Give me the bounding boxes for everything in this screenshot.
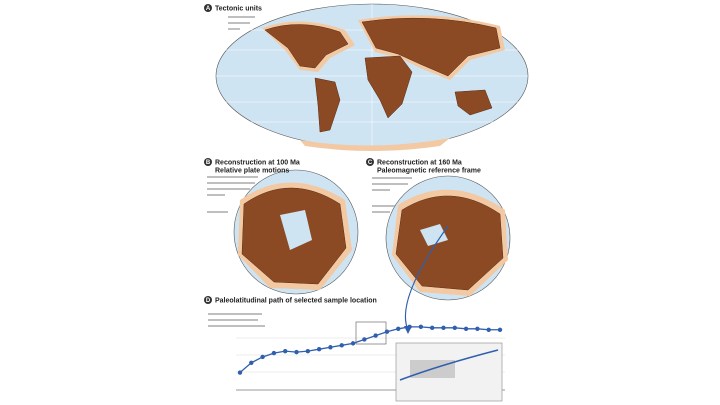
panel-badge xyxy=(204,158,212,166)
data-point xyxy=(271,350,277,356)
panel-title: Paleomagnetic reference frame xyxy=(377,168,481,175)
data-point xyxy=(294,349,299,355)
data-point xyxy=(497,327,503,332)
panel-letter: A xyxy=(206,6,211,12)
panel-title: Reconstruction at 100 Ma xyxy=(215,160,300,167)
data-point xyxy=(418,324,424,330)
small-text xyxy=(207,16,412,327)
panel-letter: C xyxy=(368,160,373,166)
data-point xyxy=(407,324,412,330)
data-point xyxy=(316,347,322,352)
panel-badge xyxy=(204,296,212,304)
data-point xyxy=(463,326,469,331)
panel-title: Paleolatitudinal path of selected sample… xyxy=(215,298,377,305)
panel-badge xyxy=(204,4,212,12)
globe-160ma xyxy=(385,175,511,301)
data-point xyxy=(237,370,243,375)
panel-title: Relative plate motions xyxy=(215,168,289,175)
panel-title: Reconstruction at 160 Ma xyxy=(377,160,462,167)
data-point xyxy=(452,325,457,331)
data-point xyxy=(373,333,378,338)
data-point xyxy=(396,326,401,331)
data-point xyxy=(384,329,390,334)
data-point xyxy=(249,360,254,365)
data-point xyxy=(305,348,311,354)
paleolatitude-chart xyxy=(236,321,505,402)
world-map xyxy=(215,3,529,151)
data-point xyxy=(429,325,435,331)
data-point xyxy=(441,325,446,331)
panel-badge xyxy=(366,158,374,166)
data-point xyxy=(260,354,265,360)
panel-letter: B xyxy=(206,160,211,166)
data-point xyxy=(328,345,333,350)
data-point xyxy=(362,337,367,342)
data-point xyxy=(486,327,491,332)
data-point xyxy=(339,343,344,348)
data-point xyxy=(475,326,480,331)
data-point xyxy=(283,348,288,354)
globe-100ma xyxy=(233,169,359,295)
connector-arrow xyxy=(404,225,449,331)
panel-title: Tectonic units xyxy=(215,6,262,13)
data-point xyxy=(350,341,356,346)
panel-letter: D xyxy=(206,298,211,304)
